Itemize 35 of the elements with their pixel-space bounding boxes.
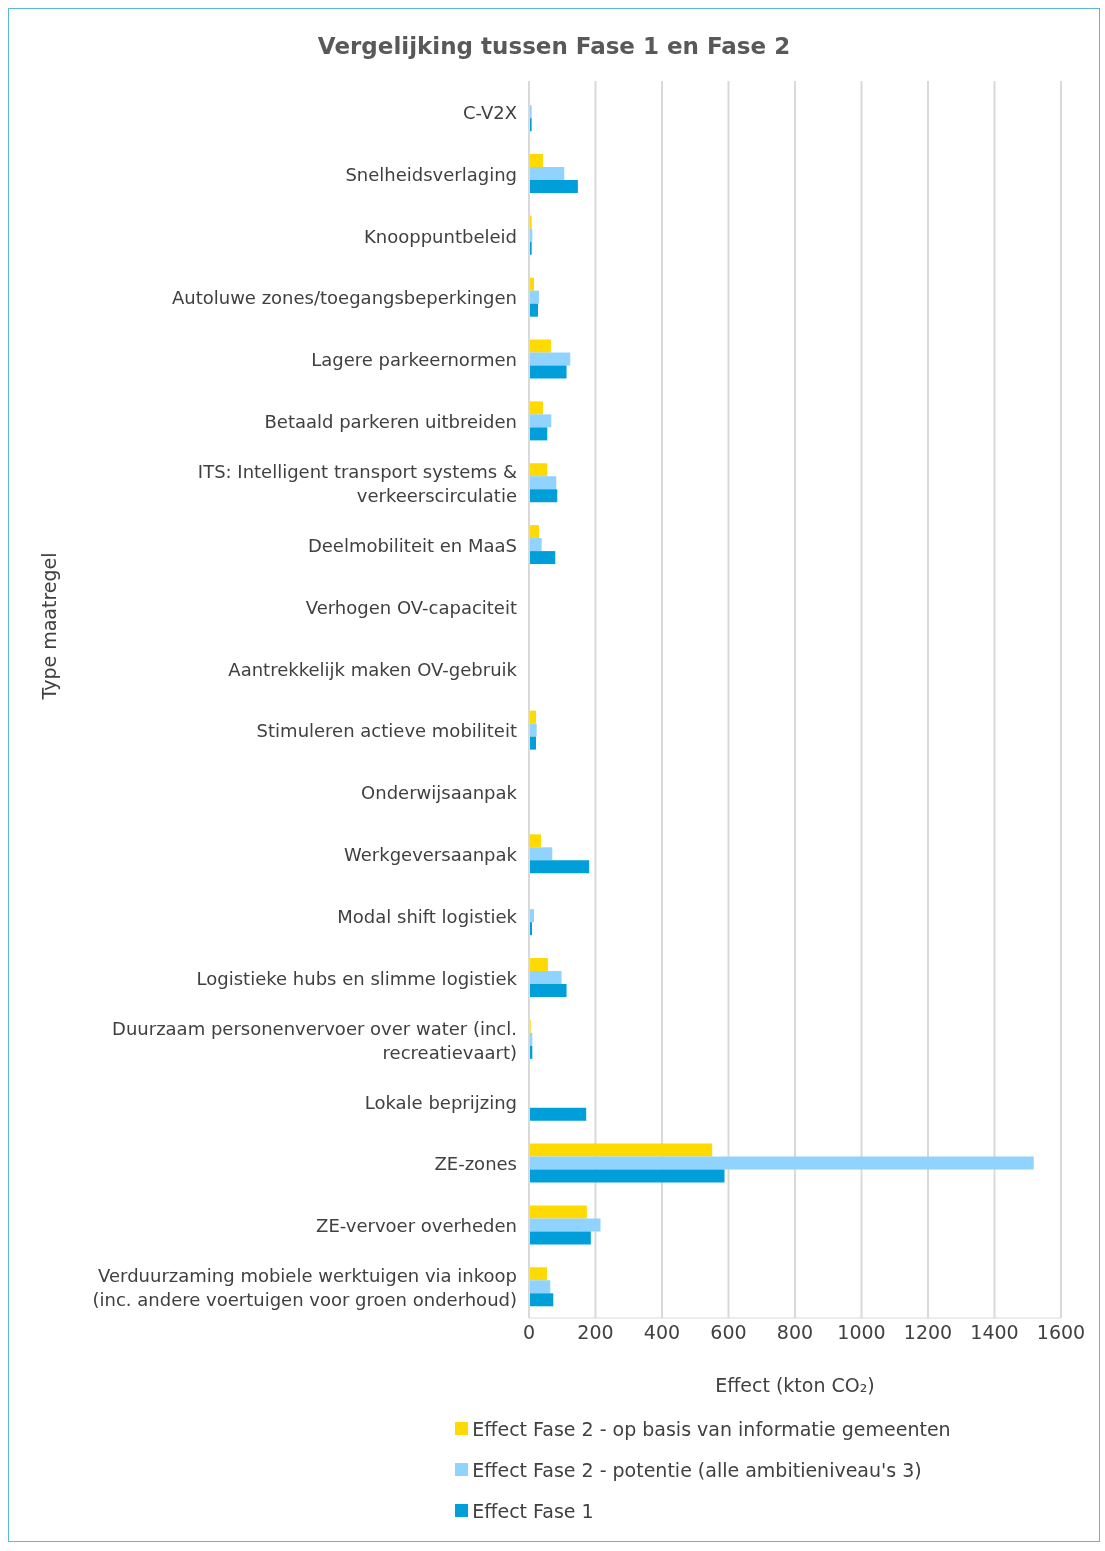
y-tick-label: Logistieke hubs en slimme logistiek — [196, 967, 518, 989]
y-tick-label: Stimuleren actieve mobiliteit — [256, 719, 517, 741]
legend-label: Effect Fase 2 - potentie (alle ambitieniveau's 3) — [472, 1458, 922, 1481]
y-axis-title: Type maatregel — [37, 552, 60, 701]
chart-title: Vergelijking tussen Fase 1 en Fase 2 — [316, 32, 792, 61]
x-tick-label: 400 — [643, 1321, 681, 1344]
y-tick-label: ZE-vervoer overheden — [316, 1214, 517, 1236]
y-tick-label: Snelheidsverlaging — [345, 163, 517, 185]
y-tick-label: ZE-zones — [434, 1152, 517, 1174]
y-tick-label: Lagere parkeernormen — [311, 348, 517, 370]
y-tick-label: Onderwijsaanpak — [361, 781, 518, 803]
y-tick-label: Duurzaam personenvervoer over water (incl. recreatievaart) — [112, 1017, 517, 1063]
x-tick-label: 1400 — [970, 1321, 1019, 1344]
y-tick-label: Werkgeversaanpak — [344, 843, 518, 865]
x-tick-label: 200 — [577, 1321, 614, 1344]
x-axis-title: Effect (kton CO₂) — [715, 1374, 875, 1396]
y-tick-label: Verhogen OV-capaciteit — [305, 596, 517, 618]
x-tick-label: 1600 — [1036, 1321, 1086, 1344]
y-tick-label: Verduurzaming mobiele werktuigen via inkoop (inc. andere voertuigen voor groen onderhoud) — [92, 1264, 517, 1310]
y-tick-label: Betaald parkeren uitbreiden — [264, 410, 517, 432]
x-tick-label: 0 — [522, 1321, 536, 1344]
y-tick-label: Modal shift logistiek — [337, 905, 518, 927]
y-tick-label: Aantrekkelijk maken OV-gebruik — [228, 658, 518, 680]
legend-label: Effect Fase 1 — [472, 1499, 594, 1522]
x-tick-label: 1200 — [903, 1321, 953, 1344]
x-tick-label: 800 — [776, 1321, 814, 1344]
legend-label: Effect Fase 2 - op basis van informatie gemeenten — [472, 1417, 951, 1440]
y-tick-label: Autoluwe zones/toegangsbeperkingen — [171, 286, 517, 308]
y-tick-label: Knooppuntbeleid — [364, 225, 517, 247]
y-tick-label: Lokale beprijzing — [364, 1091, 517, 1113]
y-tick-label: Deelmobiliteit en MaaS — [307, 534, 517, 556]
x-tick-label: 600 — [710, 1321, 747, 1344]
y-tick-label: C-V2X — [462, 101, 517, 123]
x-tick-label: 1000 — [837, 1321, 886, 1344]
y-tick-label: ITS: Intelligent transport systems & verkeerscirculatie — [197, 460, 517, 506]
